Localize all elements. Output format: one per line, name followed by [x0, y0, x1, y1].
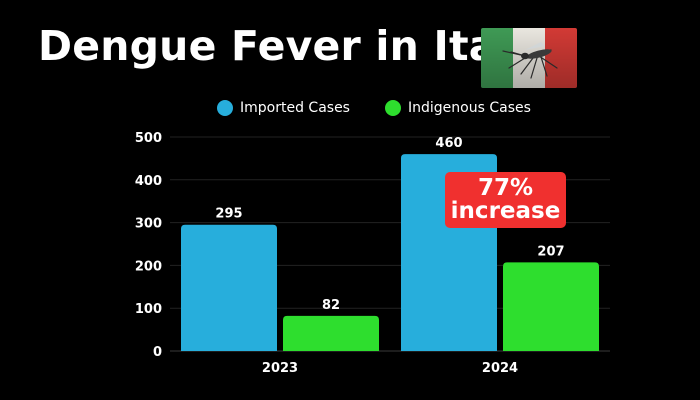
data-label: 295 — [215, 207, 242, 222]
legend-item-imported: Imported Cases — [217, 96, 350, 120]
data-label: 82 — [322, 298, 340, 313]
bar-indigenous-cases-2024 — [503, 262, 599, 351]
x-tick-label: 2024 — [482, 361, 518, 376]
legend-swatch-indigenous — [385, 100, 401, 116]
data-label: 207 — [537, 244, 564, 259]
y-tick-label: 400 — [135, 174, 162, 189]
y-tick-label: 200 — [135, 259, 162, 274]
legend-swatch-imported — [217, 100, 233, 116]
chart-legend: Imported Cases Indigenous Cases — [0, 96, 700, 120]
bar-imported-cases-2023 — [181, 224, 277, 351]
y-tick-label: 100 — [135, 302, 162, 317]
increase-badge-percent: 77% — [477, 175, 534, 201]
increase-badge: 77% increase — [445, 172, 566, 228]
bar-indigenous-cases-2023 — [283, 315, 379, 351]
legend-label-imported: Imported Cases — [240, 100, 350, 116]
italy-flag-mosquito-icon — [481, 28, 577, 88]
y-tick-label: 500 — [135, 131, 162, 146]
legend-label-indigenous: Indigenous Cases — [408, 100, 531, 116]
x-tick-label: 2023 — [262, 361, 298, 376]
y-tick-label: 300 — [135, 217, 162, 232]
y-tick-label: 0 — [153, 345, 162, 360]
legend-item-indigenous: Indigenous Cases — [385, 96, 531, 120]
chart-title: Dengue Fever in Italy — [38, 22, 538, 70]
data-label: 460 — [435, 136, 462, 151]
increase-badge-label: increase — [450, 198, 561, 224]
